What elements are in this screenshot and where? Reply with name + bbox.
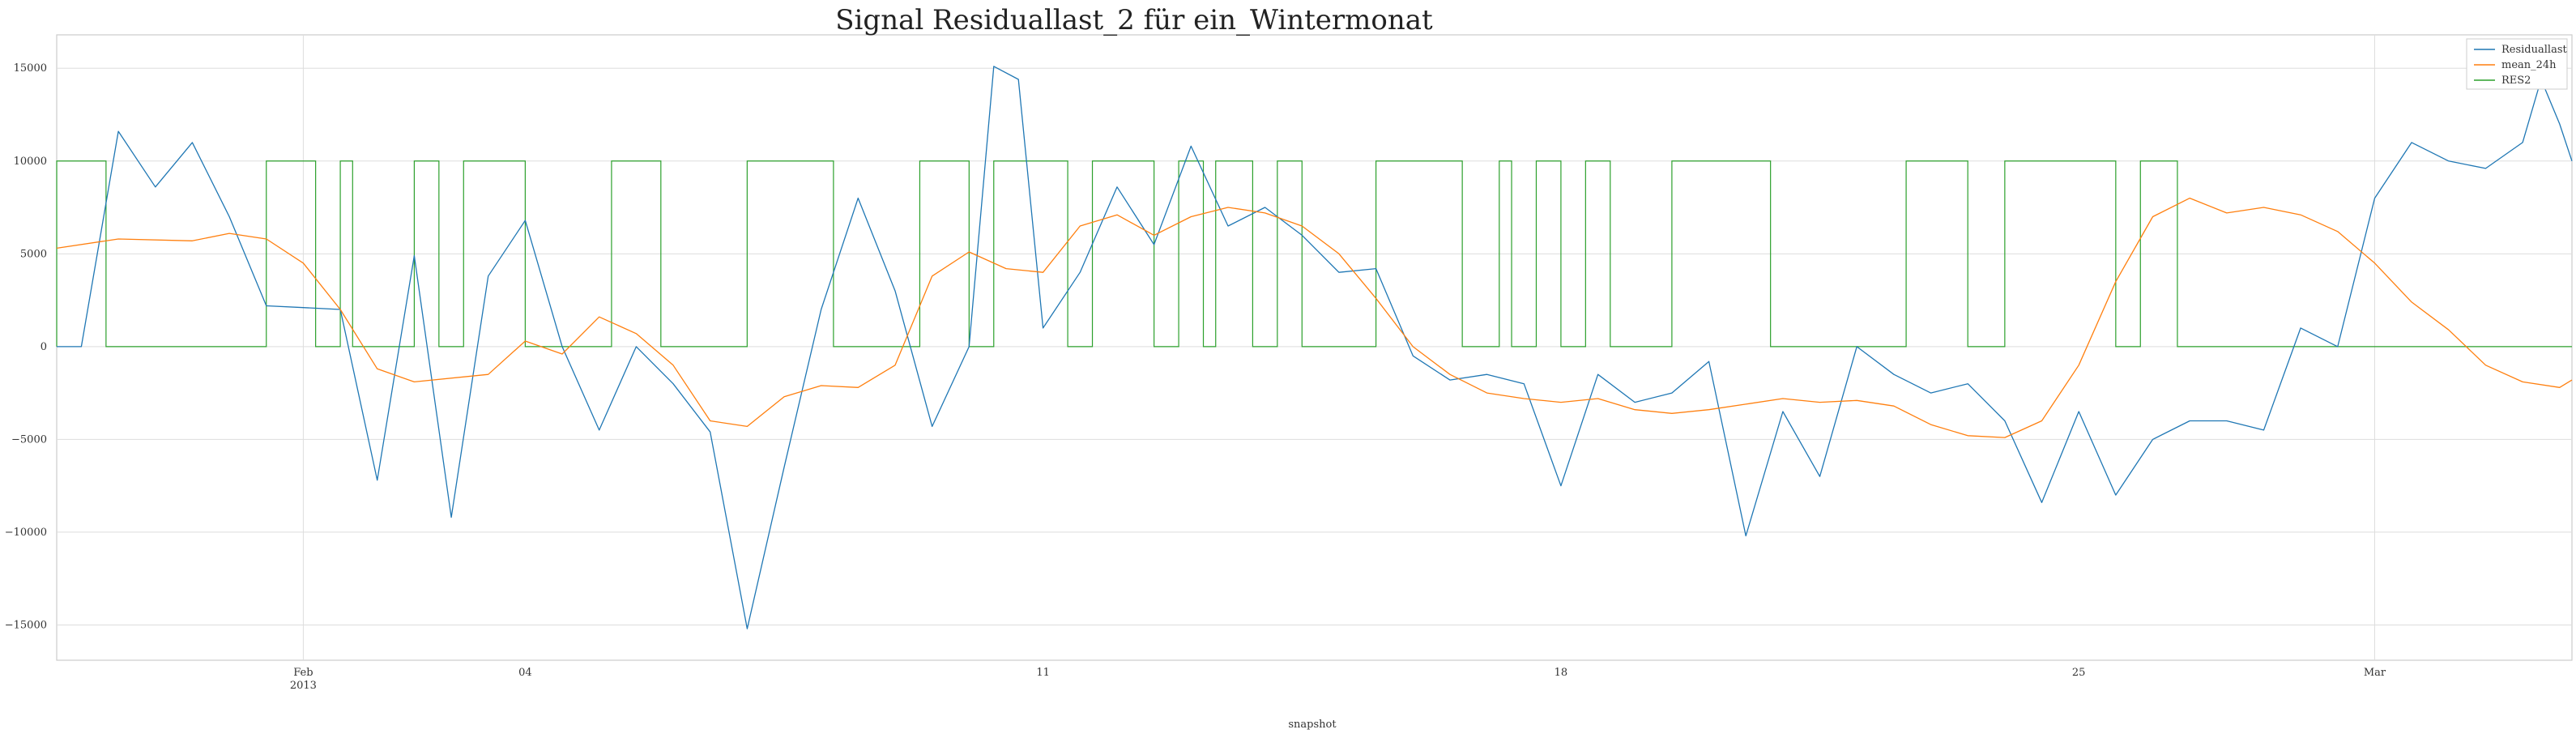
legend-label-mean-24h: mean_24h (2501, 59, 2557, 71)
y-tick-labels: 15000 10000 5000 0 −5000 −10000 −15000 (5, 62, 47, 631)
x-tick-label: 11 (1036, 667, 1050, 679)
x-tick-label: Mar (2364, 667, 2386, 679)
x-tick-label: Feb (293, 667, 313, 679)
plot-area (56, 34, 2573, 661)
x-axis-label: snapshot (1288, 719, 1337, 731)
x-tick-label: 25 (2072, 667, 2086, 679)
legend: Residuallast mean_24h RES2 (2466, 38, 2568, 90)
x-tick-label: 18 (1555, 667, 1568, 679)
y-tick-label: 0 (41, 341, 47, 353)
series-line-mean-24h (56, 197, 2573, 438)
y-tick-label: −15000 (5, 619, 47, 631)
x-tick-sublabel: 2013 (290, 680, 317, 692)
series-line-res2 (56, 160, 2572, 348)
x-tick-label: 04 (518, 667, 532, 679)
chart-title: Signal Residuallast_2 für ein_Wintermona… (835, 4, 1433, 36)
series-lines (56, 66, 2573, 629)
legend-label-residuallast: Residuallast (2501, 44, 2567, 56)
legend-label-res2: RES2 (2501, 75, 2531, 87)
y-tick-label: 15000 (14, 62, 47, 75)
y-tick-label: 5000 (20, 248, 47, 260)
y-tick-label: −10000 (5, 527, 47, 539)
series-line-residuallast (57, 66, 2573, 629)
y-tick-label: −5000 (11, 433, 47, 446)
y-tick-label: 10000 (14, 156, 47, 168)
